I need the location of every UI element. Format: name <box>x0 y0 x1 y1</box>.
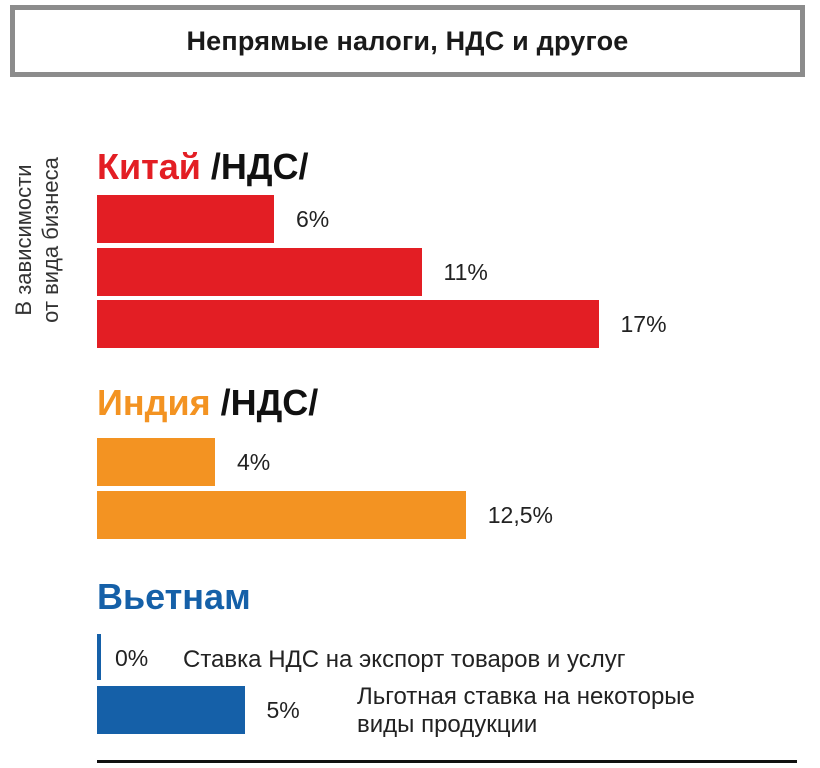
side-label-line-1: В зависимости <box>11 164 36 316</box>
vietnam-bar-preferential-label: 5% <box>266 697 300 723</box>
vietnam-note-preferential-line1: Льготная ставка на некоторые <box>357 683 695 710</box>
vietnam-note-export: Ставка НДС на экспорт товаров и услуг <box>183 646 626 673</box>
side-label-line-2: от вида бизнеса <box>38 157 63 323</box>
title-box: Непрямые налоги, НДС и другое <box>10 5 805 77</box>
india-bar-2-label: 12,5% <box>487 502 553 528</box>
china-suffix: /НДС/ <box>210 146 309 187</box>
vietnam-title: Вьетнам <box>97 576 251 617</box>
vietnam-bar-preferential <box>97 686 245 734</box>
page-title: Непрямые налоги, НДС и другое <box>186 25 629 56</box>
china-title: Китай <box>97 146 201 187</box>
china-bar-3-label: 17% <box>620 311 667 337</box>
india-bar-1-label: 4% <box>237 449 271 475</box>
vietnam-heading: Вьетнам <box>97 576 251 618</box>
india-bar-1 <box>97 438 215 486</box>
vietnam-note-preferential-line2: виды продукции <box>357 711 538 738</box>
india-title: Индия <box>97 382 211 423</box>
india-suffix: /НДС/ <box>220 382 319 423</box>
china-bar-3 <box>97 300 599 348</box>
china-bar-1 <box>97 195 274 243</box>
vietnam-bar-export-label: 0% <box>115 645 149 671</box>
bottom-rule <box>97 760 797 763</box>
side-axis-label: В зависимости от вида бизнеса <box>10 120 70 360</box>
vietnam-bar-export <box>97 634 101 680</box>
china-heading: Китай /НДС/ <box>97 146 309 188</box>
china-bar-2-label: 11% <box>443 259 488 285</box>
china-bar-1-label: 6% <box>296 206 330 232</box>
china-bar-2 <box>97 248 422 296</box>
india-bar-2 <box>97 491 466 539</box>
india-heading: Индия /НДС/ <box>97 382 318 424</box>
